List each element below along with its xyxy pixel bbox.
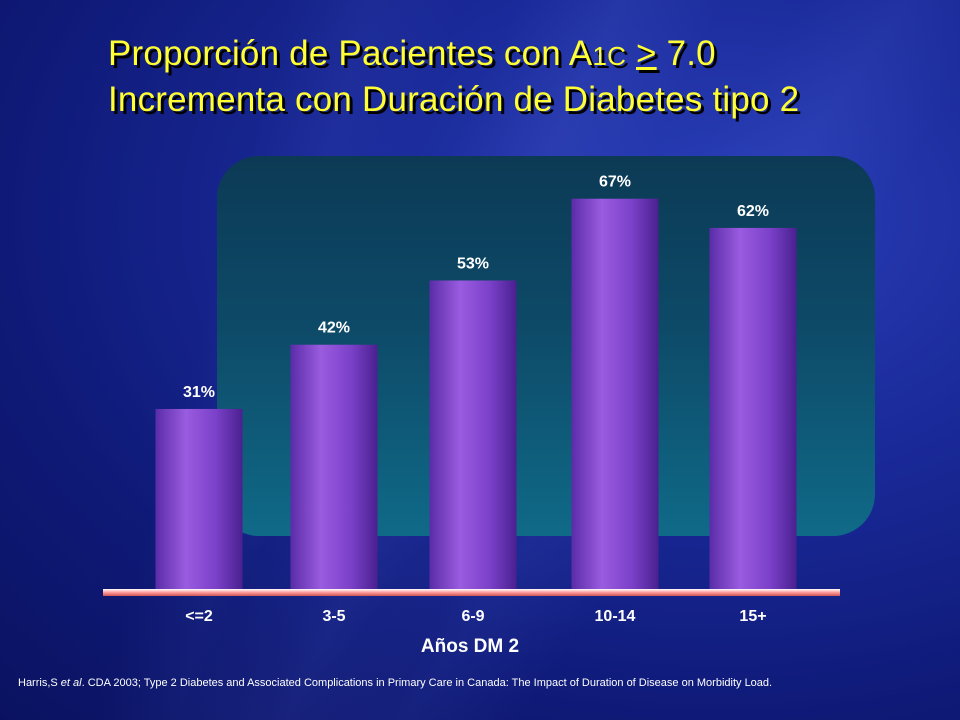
x-tick-label-4: 15+	[739, 608, 766, 625]
footnote-citation: Harris,S et al. CDA 2003; Type 2 Diabete…	[18, 677, 948, 689]
data-label-3: 67%	[599, 174, 631, 191]
labels-group: 31% <=2 42% 3-5 53% 6-9 67% 10-14 62% 15+	[183, 174, 769, 625]
x-tick-label-1: 3-5	[322, 608, 345, 625]
footnote-text: . CDA 2003; Type 2 Diabetes and Associat…	[81, 677, 773, 689]
title-subscript: 1C	[592, 41, 627, 71]
footnote-author: Harris,S	[18, 677, 61, 689]
title-line-1-text: Proporción de Pacientes con A	[108, 34, 593, 73]
x-axis-title: Años DM 2	[420, 636, 520, 657]
title-line-2: Incrementa con Duración de Diabetes tipo…	[108, 80, 800, 119]
data-label-0: 31%	[183, 384, 215, 401]
bar-2	[429, 280, 517, 590]
data-label-1: 42%	[318, 320, 350, 337]
title-threshold: 7.0	[656, 34, 716, 73]
data-label-4: 62%	[737, 203, 769, 220]
data-label-2: 53%	[457, 255, 489, 272]
bars-group	[155, 198, 797, 591]
bar-1	[290, 344, 378, 590]
x-tick-label-3: 10-14	[595, 608, 636, 625]
footnote-etal: et al	[60, 677, 82, 689]
bar-4	[709, 227, 797, 591]
bar-0	[155, 408, 243, 590]
x-tick-label-0: <=2	[185, 608, 213, 625]
title-line-1: Proporción de Pacientes con A1C > 7.0	[108, 32, 948, 78]
x-axis-baseline	[103, 589, 840, 596]
bar-3	[571, 198, 659, 590]
slide-title: Proporción de Pacientes con A1C > 7.0 In…	[108, 32, 948, 122]
title-symbol: >	[636, 34, 657, 73]
x-tick-label-2: 6-9	[461, 608, 484, 625]
